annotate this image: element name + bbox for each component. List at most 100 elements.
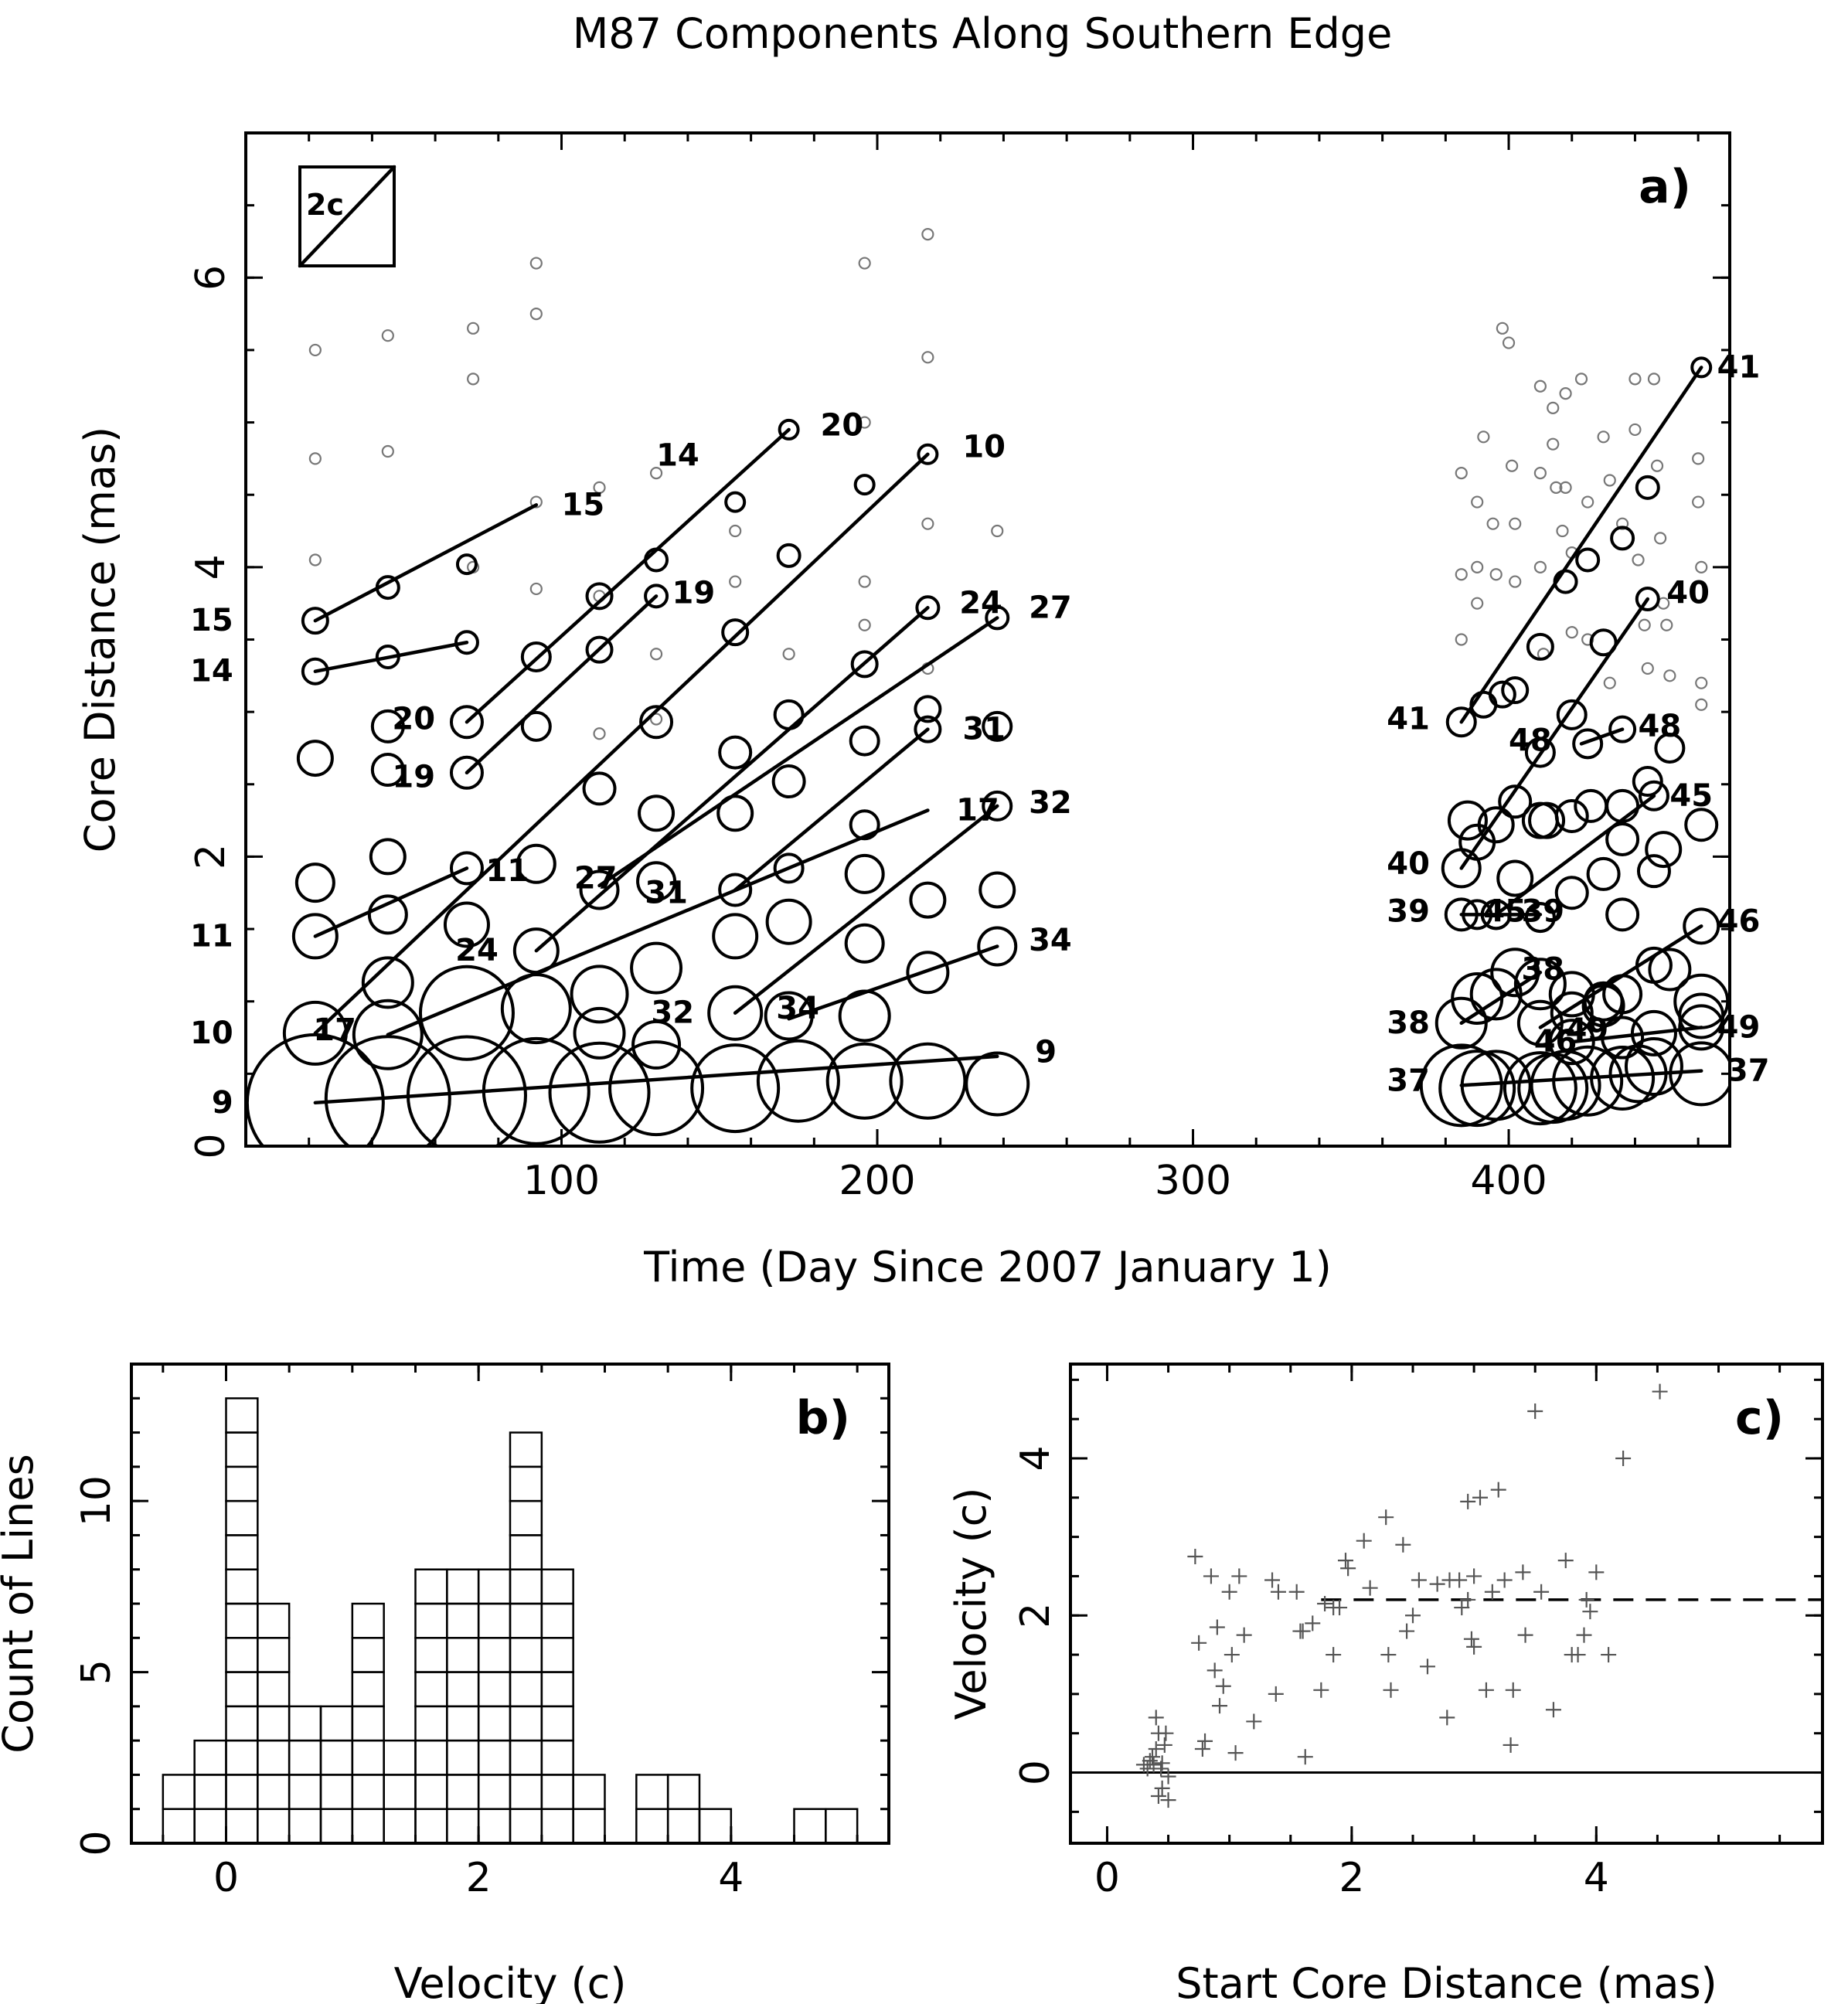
component-41-point <box>1575 547 1601 573</box>
data-point <box>1527 1403 1543 1419</box>
histogram-cell <box>509 1431 543 1468</box>
component-37-point <box>1503 1051 1577 1126</box>
component-41-point <box>1690 356 1713 379</box>
component-bubble <box>370 753 405 788</box>
data-point <box>1160 1792 1176 1808</box>
data-point <box>1145 1757 1162 1773</box>
histogram-cell <box>383 1739 417 1776</box>
x-tick-label: 0 <box>1094 1855 1120 1901</box>
component-41-point <box>1445 706 1477 738</box>
histogram-cell <box>414 1637 448 1673</box>
faint-point <box>467 373 480 386</box>
component-10-point <box>917 443 939 465</box>
histogram-cell <box>257 1808 291 1845</box>
x-tick-label: 0 <box>213 1855 239 1901</box>
component-9-point <box>324 1035 451 1146</box>
data-point <box>1194 1741 1210 1757</box>
data-point <box>1148 1710 1164 1726</box>
component-19-point <box>644 584 669 609</box>
component-label: 24 <box>959 586 1002 621</box>
faint-point <box>1455 467 1468 480</box>
data-point <box>1466 1638 1482 1655</box>
faint-point <box>1628 373 1642 386</box>
histogram-cell <box>540 1774 574 1810</box>
histogram-cell <box>540 1705 574 1742</box>
panel-label: a) <box>1639 160 1691 214</box>
component-45-point <box>1605 822 1640 856</box>
faint-point <box>529 582 543 596</box>
component-label: 19 <box>392 759 435 794</box>
y-axis-label: Count of Lines <box>0 1454 43 1753</box>
data-point <box>1227 1745 1244 1761</box>
panel-label: c) <box>1735 1391 1784 1445</box>
data-point <box>1545 1702 1561 1718</box>
histogram-cell <box>540 1808 574 1845</box>
component-40-point <box>1498 784 1533 819</box>
faint-point <box>1616 517 1629 530</box>
histogram-cell <box>509 1705 543 1742</box>
component-27-track <box>597 616 999 888</box>
data-point <box>1570 1647 1586 1663</box>
data-point <box>1378 1509 1394 1526</box>
component-40-track <box>1459 597 1650 870</box>
histogram-cell <box>383 1808 417 1845</box>
data-point <box>1582 1604 1598 1620</box>
faint-point <box>858 416 871 429</box>
component-11-point <box>291 913 339 960</box>
faint-point <box>1509 517 1522 530</box>
component-label: 32 <box>1029 785 1072 821</box>
data-point <box>1206 1662 1223 1679</box>
histogram-cell <box>509 1499 543 1536</box>
histogram-cell <box>225 1671 259 1708</box>
y-tick-label: 2 <box>1012 1603 1059 1628</box>
data-point <box>1236 1627 1252 1643</box>
component-20-point <box>585 582 614 611</box>
data-point <box>1187 1549 1203 1565</box>
component-bubble <box>978 871 1016 909</box>
component-11-point <box>449 851 484 886</box>
data-point <box>1337 1553 1353 1569</box>
faint-point <box>1660 618 1673 631</box>
histogram-cell <box>540 1739 574 1776</box>
data-point <box>1264 1572 1281 1588</box>
faint-point <box>1559 387 1572 400</box>
faint-point <box>308 343 322 357</box>
panel-b-velocity-histogram: 0 2 4 0 5 10 Velocity (c) Count of Lines b) <box>0 1363 890 2004</box>
y-tick-label: 2 <box>188 844 234 869</box>
faint-point <box>1692 495 1705 509</box>
histogram-cell <box>509 1739 543 1776</box>
histogram-cell <box>351 1739 385 1776</box>
histogram-cell <box>477 1568 512 1605</box>
histogram-cell <box>635 1808 669 1845</box>
faint-point <box>1547 401 1560 414</box>
x-tick-label: 100 <box>523 1158 600 1204</box>
histogram-cell <box>319 1705 354 1742</box>
speed-legend-label: 2c <box>306 188 344 222</box>
data-point <box>1317 1596 1333 1611</box>
component-37-point <box>1419 1043 1503 1128</box>
faint-point <box>729 575 742 588</box>
component-10-point <box>582 771 617 806</box>
component-10-point <box>639 705 674 740</box>
component-38-point <box>1513 958 1567 1011</box>
data-point <box>1212 1698 1228 1714</box>
component-41-point <box>1610 526 1635 551</box>
histogram-cell <box>288 1739 322 1776</box>
component-24-point <box>512 927 560 975</box>
component-label: 49 <box>1566 1012 1609 1048</box>
histogram-cell <box>477 1705 512 1742</box>
component-14-point <box>301 657 329 686</box>
component-41-point <box>1488 680 1516 709</box>
data-point <box>1154 1755 1170 1771</box>
data-point <box>1533 1584 1550 1600</box>
x-tick-label: 200 <box>839 1158 915 1204</box>
component-46-track <box>1538 924 1703 1029</box>
component-label: 20 <box>820 407 863 443</box>
histogram-cell <box>446 1808 480 1845</box>
component-label: 41 <box>1387 702 1430 737</box>
data-point <box>1429 1576 1445 1592</box>
faint-point <box>1533 379 1547 393</box>
component-27-point <box>849 725 880 757</box>
data-point <box>1154 1780 1170 1796</box>
data-point <box>1496 1572 1513 1588</box>
